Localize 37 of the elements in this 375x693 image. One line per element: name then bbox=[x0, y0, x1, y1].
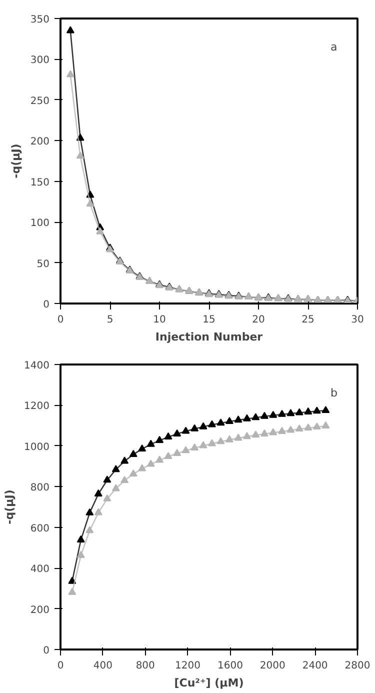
x-tick-label: 20 bbox=[252, 314, 265, 326]
x-axis-title: [Cu²⁺] (μM) bbox=[174, 676, 244, 690]
x-tick-label: 2800 bbox=[344, 660, 370, 672]
x-tick-label: 2000 bbox=[260, 660, 286, 672]
y-tick-label: 150 bbox=[30, 177, 50, 188]
y-tick-label: 200 bbox=[30, 604, 50, 616]
x-tick-label: 0 bbox=[57, 314, 64, 326]
annotation: a bbox=[330, 40, 338, 54]
y-axis-title: -q(μJ) bbox=[9, 144, 22, 178]
y-tick-label: 100 bbox=[30, 218, 50, 230]
y-tick-label: 1000 bbox=[24, 442, 50, 453]
y-tick-label: 800 bbox=[30, 482, 50, 494]
x-tick-label: 15 bbox=[202, 314, 216, 326]
x-tick-label: 25 bbox=[302, 314, 314, 326]
x-tick-label: 400 bbox=[93, 660, 112, 672]
x-tick-label: 30 bbox=[351, 314, 364, 326]
x-tick-label: 1600 bbox=[217, 660, 243, 672]
annotation: b bbox=[330, 386, 338, 400]
y-tick-label: 200 bbox=[30, 136, 50, 148]
y-tick-label: 0 bbox=[43, 300, 50, 310]
x-tick-label: 10 bbox=[153, 314, 166, 326]
y-tick-label: 300 bbox=[30, 55, 50, 66]
x-tick-label: 5 bbox=[106, 314, 114, 326]
x-tick-label: 2400 bbox=[302, 660, 328, 672]
y-tick-label: 0 bbox=[43, 646, 50, 656]
y-axis-title: -q(μJ) bbox=[3, 490, 16, 524]
x-tick-label: 800 bbox=[136, 660, 155, 672]
y-tick-label: 350 bbox=[30, 14, 50, 26]
y-tick-label: 600 bbox=[30, 523, 50, 534]
x-tick-label: 0 bbox=[57, 660, 64, 672]
y-tick-label: 400 bbox=[30, 564, 50, 576]
y-tick-label: 250 bbox=[30, 96, 50, 107]
x-axis-title: Injection Number bbox=[155, 330, 264, 344]
y-tick-label: 50 bbox=[36, 258, 50, 270]
y-tick-label: 1200 bbox=[24, 401, 50, 412]
x-tick-label: 1200 bbox=[175, 660, 201, 672]
y-tick-label: 1400 bbox=[24, 360, 50, 372]
